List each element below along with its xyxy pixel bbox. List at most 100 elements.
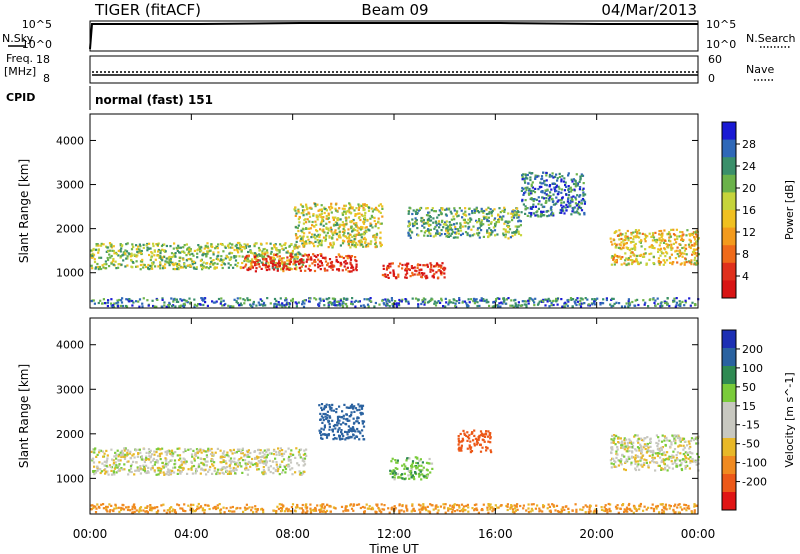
power-cell — [683, 261, 686, 264]
velocity-cell — [262, 466, 265, 469]
power-cell — [281, 262, 284, 265]
power-cell — [555, 297, 558, 300]
power-cell — [574, 196, 577, 199]
velocity-cell — [176, 447, 179, 450]
power-cell — [638, 236, 641, 239]
power-cell — [475, 208, 478, 211]
power-cell — [110, 304, 113, 307]
power-cell — [386, 274, 389, 277]
power-cell — [521, 186, 524, 190]
power-cell — [330, 301, 333, 304]
power-cell — [530, 207, 534, 210]
power-cell — [337, 234, 340, 238]
power-cell — [578, 180, 581, 183]
power-cell — [334, 229, 337, 232]
power-cell — [527, 192, 530, 195]
velocity-cell — [420, 464, 423, 467]
power-cell — [543, 180, 546, 183]
power-cell — [423, 272, 426, 275]
power-cell — [257, 263, 260, 266]
velocity-cell — [479, 443, 482, 447]
power-cell — [345, 305, 349, 308]
power-cell — [441, 207, 444, 210]
power-cell — [418, 271, 421, 274]
power-cell — [596, 297, 599, 300]
power-cell — [265, 249, 269, 252]
power-cell — [404, 269, 407, 272]
power-cell — [274, 302, 277, 305]
power-cell — [343, 231, 346, 234]
power-cell — [575, 298, 578, 302]
velocity-cell — [337, 422, 340, 425]
power-cell — [530, 183, 533, 186]
power-cell — [188, 248, 191, 251]
velocity-cell — [322, 416, 325, 419]
power-cell — [583, 202, 586, 205]
power-cell — [389, 271, 392, 274]
velocity-cell — [284, 471, 287, 474]
power-cell — [374, 225, 377, 228]
velocity-cell — [342, 414, 345, 417]
power-cell — [513, 299, 516, 302]
velocity-cell — [167, 473, 170, 476]
power-cell — [630, 231, 633, 235]
power-cell — [558, 187, 561, 190]
velocity-cell — [422, 475, 426, 478]
velocity-cell — [187, 504, 190, 507]
power-cell — [366, 303, 370, 306]
power-cell — [407, 220, 410, 223]
power-cell — [321, 264, 324, 267]
velocity-cell — [156, 461, 159, 464]
velocity-cell — [616, 453, 619, 456]
power-cell — [624, 235, 627, 238]
power-cell — [550, 301, 553, 305]
power-cell — [167, 305, 171, 308]
velocity-cell — [303, 463, 307, 466]
power-cell — [187, 258, 190, 261]
power-cell — [619, 234, 623, 237]
power-cell — [274, 266, 277, 269]
power-cell — [282, 257, 285, 260]
power-cell — [414, 210, 417, 213]
velocity-cell — [634, 458, 637, 461]
velocity-cell — [488, 434, 491, 437]
power-cell — [514, 231, 518, 234]
power-cell — [487, 216, 490, 219]
velocity-cell — [321, 437, 324, 440]
power-cell — [207, 250, 210, 253]
velocity-cell — [117, 464, 120, 467]
power-cell — [524, 208, 527, 211]
power-cell — [290, 253, 293, 256]
power-cell — [376, 209, 379, 212]
velocity-cell — [461, 440, 464, 443]
velocity-cell — [140, 458, 143, 461]
velocity-cell — [663, 435, 666, 438]
power-cell — [488, 304, 491, 307]
nave-tick-bottom: 0 — [708, 72, 715, 85]
power-cell — [429, 232, 432, 235]
power-cell — [645, 263, 648, 266]
velocity-cell — [205, 464, 208, 467]
power-cell — [326, 262, 329, 265]
power-cell — [304, 218, 307, 221]
power-cell — [161, 305, 164, 308]
power-cell — [112, 257, 115, 261]
power-cell — [174, 255, 177, 258]
power-cell — [317, 233, 320, 236]
power-cell — [560, 298, 563, 301]
power-cell — [240, 249, 243, 252]
velocity-cell — [120, 467, 123, 470]
velocity-cell — [649, 450, 652, 453]
power-cell — [307, 267, 310, 270]
velocity-cell — [322, 412, 325, 416]
power-cell — [308, 240, 311, 244]
power-cell — [528, 171, 531, 174]
power-cell — [377, 204, 381, 207]
power-cell — [201, 266, 205, 269]
power-cell — [346, 266, 349, 269]
power-cell — [381, 205, 384, 208]
power-cell — [443, 272, 446, 275]
power-cell — [433, 227, 436, 230]
power-cell — [584, 297, 587, 300]
power-cell — [204, 297, 207, 300]
